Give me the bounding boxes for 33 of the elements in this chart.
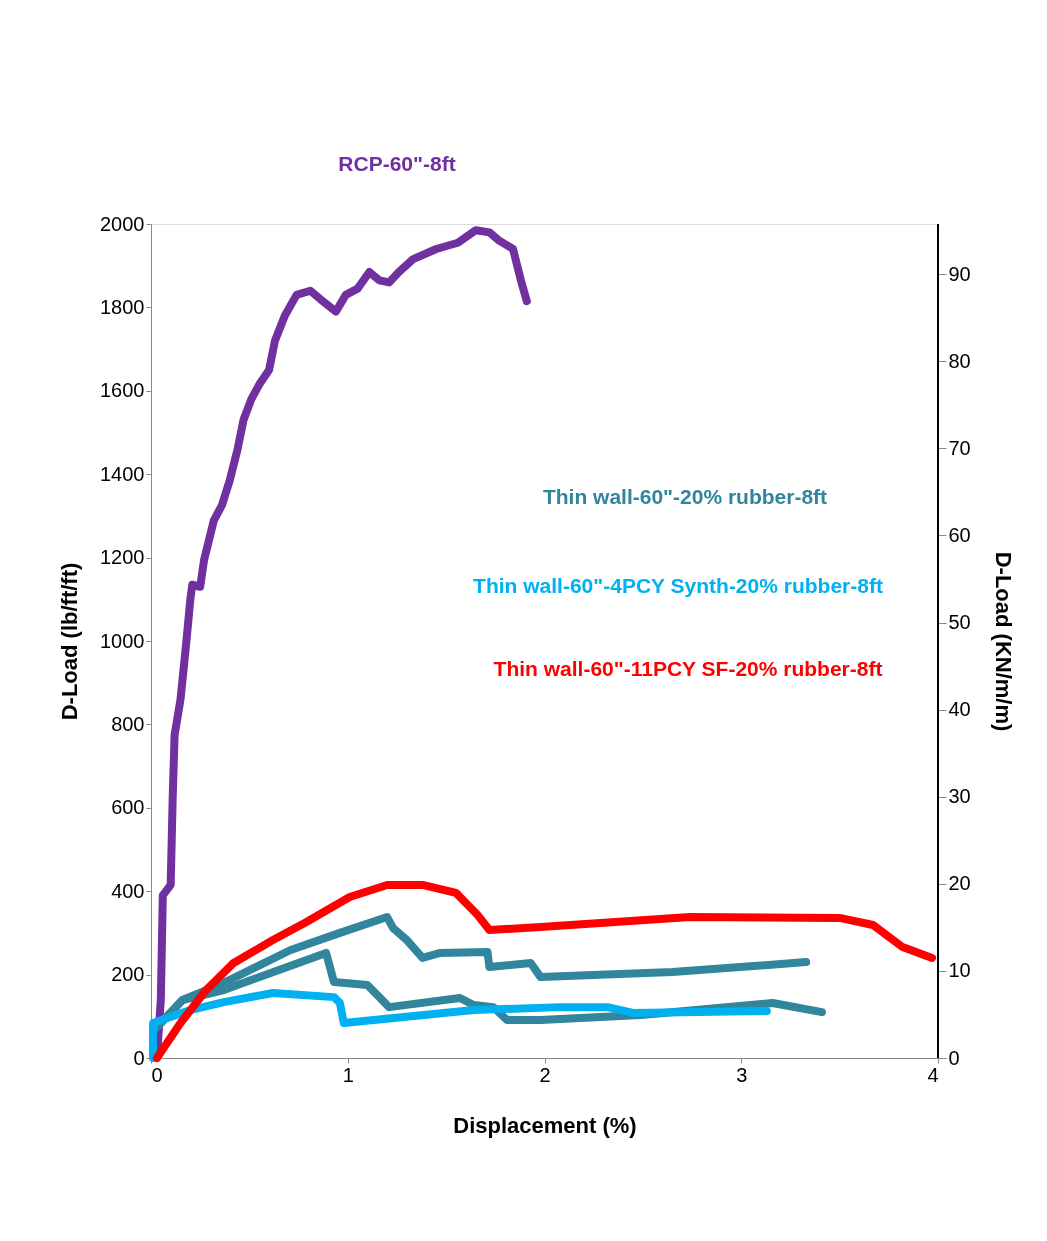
x-tick-label: 2 <box>539 1063 551 1086</box>
y2-tick-label: 50 <box>948 611 971 634</box>
y2-tick-label: 10 <box>948 959 971 982</box>
y-tick-label: 1400 <box>100 462 145 485</box>
y-tick-label: 1200 <box>100 546 145 569</box>
y2-tick-label: 40 <box>948 698 971 721</box>
y2-tick-label: 80 <box>948 349 971 372</box>
y2-axis-title: D-Load (KN/m/m) <box>990 551 1016 732</box>
y2-tick-label: 90 <box>948 262 971 285</box>
y2-tick-label: 30 <box>948 785 971 808</box>
y-tick-label: 600 <box>111 796 145 819</box>
y-tick-label: 400 <box>111 879 145 902</box>
y-tick-label: 800 <box>111 712 145 735</box>
y-tick-label: 2000 <box>100 212 145 235</box>
y-tick-label: 0 <box>133 1046 145 1069</box>
x-tick-label: 1 <box>342 1063 354 1086</box>
y-axis-title: D-Load (lb/ft/ft) <box>57 562 83 721</box>
text: Thin wall-60"-4PCY Synth-20% rubber-8ft <box>473 574 883 597</box>
y-tick-label: 1600 <box>100 379 145 402</box>
y-tick-label: 1800 <box>100 295 145 318</box>
x-tick-label: 4 <box>927 1063 939 1086</box>
text: Thin wall-60"-11PCY SF-20% rubber-8ft <box>493 657 883 680</box>
text: Thin wall-60"-20% rubber-8ft <box>542 485 828 508</box>
y-tick-label: 1000 <box>100 629 145 652</box>
y2-tick-label: 20 <box>948 872 971 895</box>
text: RCP-60"-8ft <box>338 152 456 175</box>
x-tick-label: 3 <box>736 1063 748 1086</box>
y2-tick-label: 0 <box>948 1046 960 1069</box>
y2-tick-label: 70 <box>948 436 971 459</box>
y2-tick-label: 60 <box>948 523 971 546</box>
x-tick-label: 0 <box>151 1063 163 1086</box>
x-axis-title: Displacement (%) <box>453 1112 637 1138</box>
y-tick-label: 200 <box>111 963 145 986</box>
